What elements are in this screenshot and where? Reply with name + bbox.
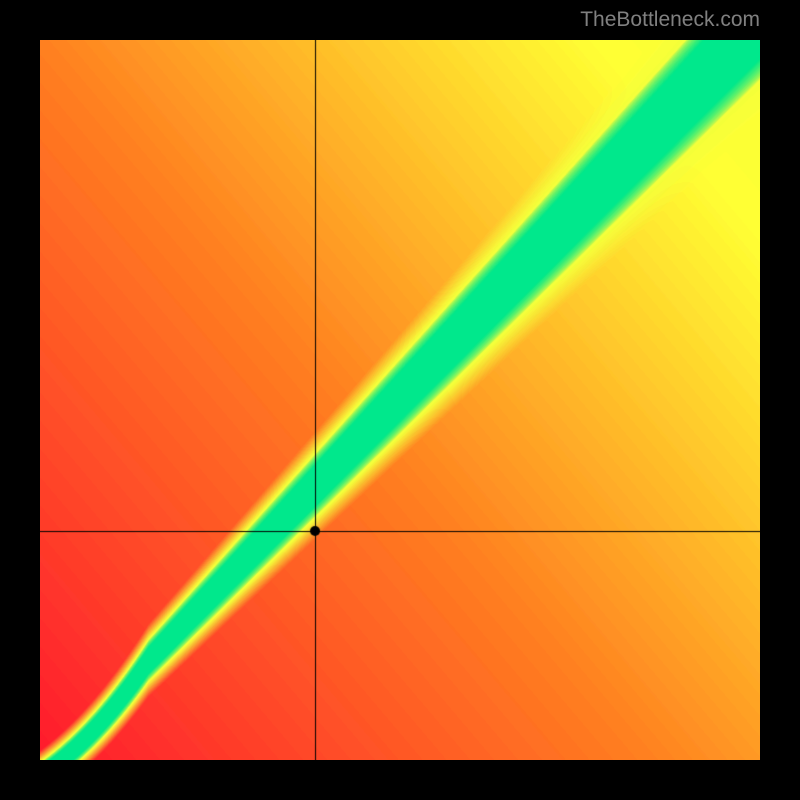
heatmap-canvas: [40, 40, 760, 760]
watermark-text: TheBottleneck.com: [580, 8, 760, 32]
bottleneck-heatmap-chart: [40, 40, 760, 760]
